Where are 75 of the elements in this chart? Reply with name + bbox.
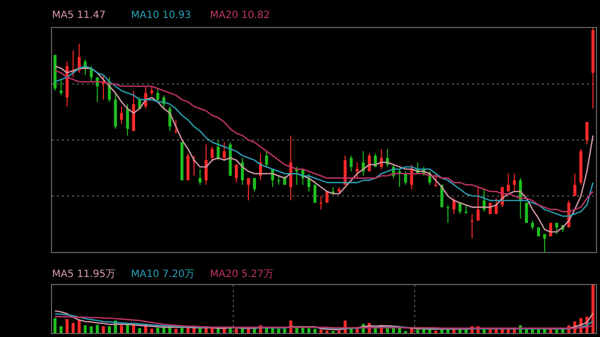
text: MA20 10.82 bbox=[210, 10, 271, 21]
bar bbox=[313, 328, 316, 333]
candlestick bbox=[222, 142, 226, 161]
bar bbox=[90, 326, 93, 333]
bar bbox=[210, 328, 214, 333]
bar bbox=[174, 328, 178, 333]
candlestick bbox=[90, 66, 93, 82]
candlestick bbox=[120, 106, 123, 125]
bar bbox=[120, 325, 123, 333]
bar bbox=[156, 328, 160, 333]
candlestick bbox=[240, 157, 244, 186]
candlestick bbox=[252, 178, 256, 192]
candlestick bbox=[494, 198, 498, 214]
bar bbox=[301, 328, 304, 333]
candlestick bbox=[210, 146, 214, 161]
candlestick bbox=[368, 152, 371, 172]
bar bbox=[555, 330, 558, 333]
bar bbox=[84, 325, 87, 333]
candlestick bbox=[60, 79, 63, 96]
bar bbox=[108, 326, 111, 333]
candlestick bbox=[356, 162, 359, 179]
text: MA5 11.95万 bbox=[52, 268, 117, 281]
bar bbox=[416, 330, 420, 333]
candlestick bbox=[319, 196, 322, 210]
bar bbox=[265, 328, 268, 333]
candlestick bbox=[446, 204, 450, 224]
bar bbox=[234, 328, 238, 333]
candlestick bbox=[573, 173, 576, 196]
bar bbox=[54, 318, 57, 333]
bar bbox=[72, 322, 75, 333]
candlestick bbox=[246, 178, 250, 201]
bar bbox=[307, 328, 310, 333]
bar bbox=[66, 319, 69, 333]
candlestick bbox=[156, 88, 160, 102]
bar bbox=[96, 324, 99, 333]
candlestick bbox=[126, 104, 130, 136]
bar bbox=[374, 328, 377, 333]
bar bbox=[283, 328, 286, 333]
bar bbox=[198, 328, 202, 333]
candlestick bbox=[350, 155, 353, 172]
candlestick bbox=[204, 144, 208, 186]
bar bbox=[132, 324, 136, 333]
candlestick bbox=[452, 198, 456, 214]
candlestick bbox=[198, 168, 202, 186]
bar bbox=[150, 328, 154, 333]
candlestick bbox=[470, 213, 474, 240]
candlestick bbox=[374, 152, 377, 168]
text: MA10 10.93 bbox=[131, 10, 192, 21]
candlestick bbox=[506, 173, 510, 192]
bar bbox=[295, 328, 298, 333]
candlestick bbox=[512, 173, 516, 192]
text: MA20 5.27万 bbox=[210, 268, 275, 281]
bar bbox=[78, 320, 81, 333]
bar bbox=[162, 328, 166, 333]
candlestick bbox=[265, 150, 268, 168]
candlestick bbox=[216, 140, 220, 161]
candlestick bbox=[174, 119, 178, 134]
candlestick bbox=[476, 186, 480, 222]
bar bbox=[252, 328, 256, 333]
bar bbox=[126, 324, 130, 333]
bar bbox=[319, 330, 322, 333]
bar bbox=[60, 326, 63, 333]
bar bbox=[192, 328, 196, 333]
bar bbox=[277, 328, 280, 333]
bar bbox=[591, 285, 594, 333]
candlestick bbox=[585, 122, 588, 145]
candlestick bbox=[543, 234, 546, 252]
bar bbox=[138, 328, 142, 333]
bar bbox=[386, 328, 389, 333]
text: MA10 7.20万 bbox=[131, 268, 196, 281]
candlestick bbox=[234, 164, 238, 184]
candlestick bbox=[434, 173, 438, 188]
bar bbox=[102, 326, 105, 333]
text: MA5 11.47 bbox=[52, 10, 107, 21]
candlestick bbox=[524, 202, 528, 224]
